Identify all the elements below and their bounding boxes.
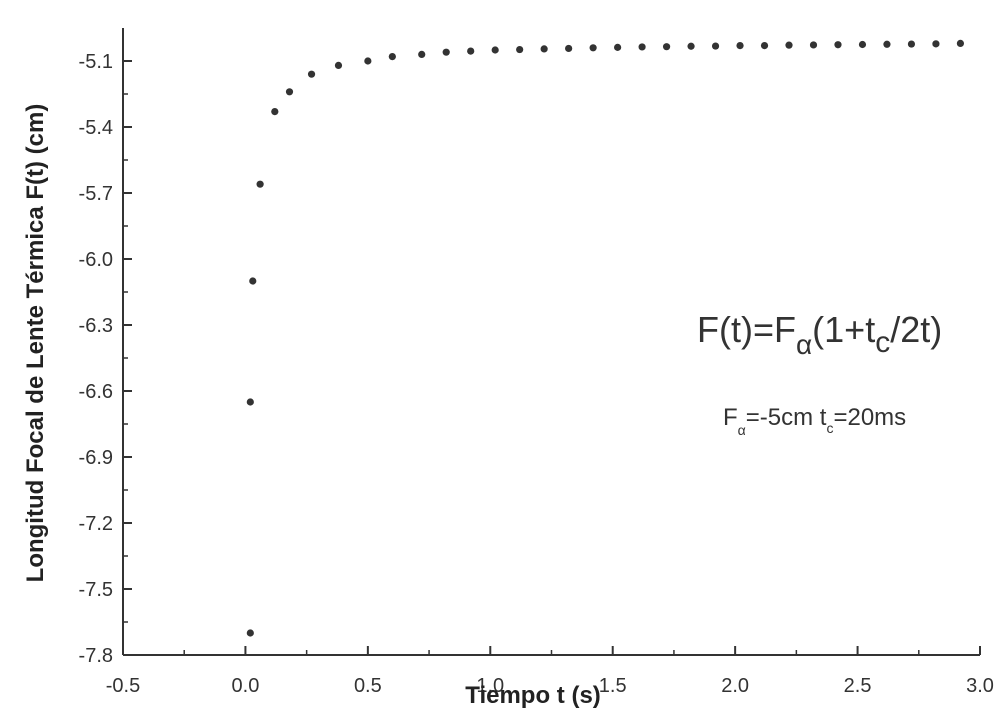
data-point — [834, 41, 842, 49]
data-point — [246, 398, 254, 406]
data-point — [711, 42, 720, 50]
params-f-val: =-5cm t — [746, 404, 827, 431]
data-point — [540, 45, 548, 53]
x-tick-label: -0.5 — [106, 675, 140, 697]
y-tick-label: -6.9 — [79, 447, 113, 469]
x-tick-label: 3.0 — [966, 675, 994, 697]
data-point — [256, 180, 264, 188]
data-point — [932, 40, 940, 48]
y-tick-label: -5.7 — [79, 183, 113, 205]
data-point — [516, 45, 524, 54]
formula-rest1: (1+t — [812, 309, 875, 350]
data-point — [687, 42, 695, 50]
data-point — [491, 46, 499, 54]
formula-annotation: F(t)=Fα(1+tc/2t) — [697, 309, 942, 360]
x-tick-label: 0.5 — [354, 675, 382, 697]
y-axis-title: Longitud Focal de Lente Térmica F(t) (cm… — [22, 104, 49, 583]
data-point — [614, 43, 622, 51]
x-tick-label: 1.0 — [476, 675, 504, 697]
data-point — [388, 53, 396, 61]
y-tick-label: -7.2 — [79, 513, 113, 535]
data-point — [809, 41, 818, 49]
x-ticks: -0.5 0.0 0.5 1.0 1.5 2.0 2.5 3.0 — [106, 646, 994, 697]
params-f-sub: α — [738, 422, 746, 438]
data-point — [364, 57, 372, 65]
data-point — [956, 39, 965, 48]
data-point — [565, 44, 573, 53]
y-tick-label: -6.3 — [79, 315, 113, 337]
y-ticks: -7.8 -7.5 -7.2 -6.9 -6.6 -6.3 -6.0 -5.7 -5.4 -5.1 — [79, 51, 132, 667]
data-point — [249, 277, 257, 285]
data-point — [760, 42, 769, 50]
data-point — [858, 40, 867, 49]
params-t-sub: c — [826, 420, 833, 436]
y-tick-label: -7.5 — [79, 579, 113, 601]
formula-sub-alpha: α — [796, 329, 812, 360]
data-point — [467, 47, 475, 55]
formula-rest2: /2t) — [890, 309, 942, 350]
data-point — [589, 44, 597, 52]
data-point — [785, 41, 793, 49]
data-point — [442, 48, 450, 56]
data-point — [271, 108, 279, 116]
y-tick-label: -7.8 — [79, 645, 113, 667]
x-tick-label: 0.0 — [232, 675, 260, 697]
data-point — [907, 40, 916, 48]
y-tick-label: -5.4 — [79, 117, 113, 139]
data-point — [334, 61, 343, 69]
y-tick-label: -6.0 — [79, 249, 113, 271]
data-point — [246, 629, 254, 637]
params-t-val: =20ms — [833, 404, 906, 431]
data-point — [638, 43, 646, 51]
formula-lhs: F(t)=F — [697, 309, 796, 350]
data-point — [285, 88, 294, 96]
data-point — [736, 42, 744, 50]
y-tick-label: -5.1 — [79, 51, 113, 73]
data-point — [883, 40, 891, 48]
formula-sub-c: c — [875, 326, 890, 359]
y-tick-label: -6.6 — [79, 381, 113, 403]
x-axis-title: Tiempo t (s) — [465, 682, 601, 709]
x-tick-label: 2.0 — [721, 675, 749, 697]
params-f: F — [723, 404, 738, 431]
params-annotation: Fα=-5cm tc=20ms — [723, 404, 906, 438]
data-point — [307, 70, 316, 78]
data-points — [246, 39, 965, 637]
x-tick-label: 2.5 — [844, 675, 872, 697]
x-tick-label: 1.5 — [599, 675, 627, 697]
data-point — [662, 43, 671, 51]
data-point — [418, 50, 426, 59]
